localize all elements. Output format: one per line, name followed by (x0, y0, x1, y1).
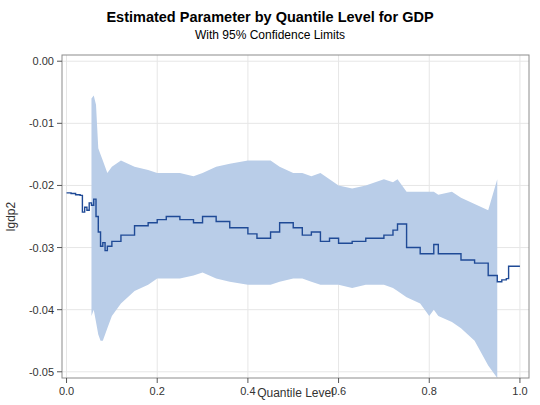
x-tick-label: 0.0 (59, 385, 74, 397)
x-tick (66, 378, 67, 383)
title: Estimated Parameter by Quantile Level fo… (106, 9, 433, 25)
confidence-band (91, 95, 497, 378)
y-tick (57, 61, 62, 62)
x-tick (519, 378, 520, 383)
y-tick (57, 371, 62, 372)
x-tick-label: 0.8 (422, 385, 437, 397)
chart: Estimated Parameter by Quantile Level fo… (0, 0, 540, 405)
y-tick-label: -0.05 (29, 366, 54, 378)
grid-line (62, 61, 529, 62)
grid-line (519, 55, 520, 378)
estimate-line (67, 193, 520, 282)
grid (62, 55, 529, 378)
x-axis-label: Quantile Level (257, 386, 334, 400)
y-tick-label: 0.00 (33, 55, 54, 67)
grid-line (62, 123, 529, 124)
y-tick (57, 123, 62, 124)
x-tick-label: 0.4 (240, 385, 255, 397)
y-tick-label: -0.03 (29, 242, 54, 254)
axes: 0.00.20.40.60.81.0-0.05-0.04-0.03-0.02-0… (29, 55, 528, 397)
y-tick (57, 309, 62, 310)
x-tick (157, 378, 158, 383)
x-tick (429, 378, 430, 383)
y-tick (57, 247, 62, 248)
x-tick-label: 1.0 (512, 385, 527, 397)
grid-line (62, 371, 529, 372)
y-tick-label: -0.01 (29, 117, 54, 129)
plot-frame (62, 55, 529, 378)
x-tick-label: 0.2 (150, 385, 165, 397)
y-tick-label: -0.02 (29, 179, 54, 191)
grid-line (66, 55, 67, 378)
y-axis-label: lgdp2 (4, 202, 18, 232)
x-tick (247, 378, 248, 383)
subtitle: With 95% Confidence Limits (195, 28, 345, 42)
x-tick (338, 378, 339, 383)
plot-area (67, 95, 520, 378)
y-tick (57, 185, 62, 186)
background (0, 0, 540, 405)
y-tick-label: -0.04 (29, 304, 54, 316)
